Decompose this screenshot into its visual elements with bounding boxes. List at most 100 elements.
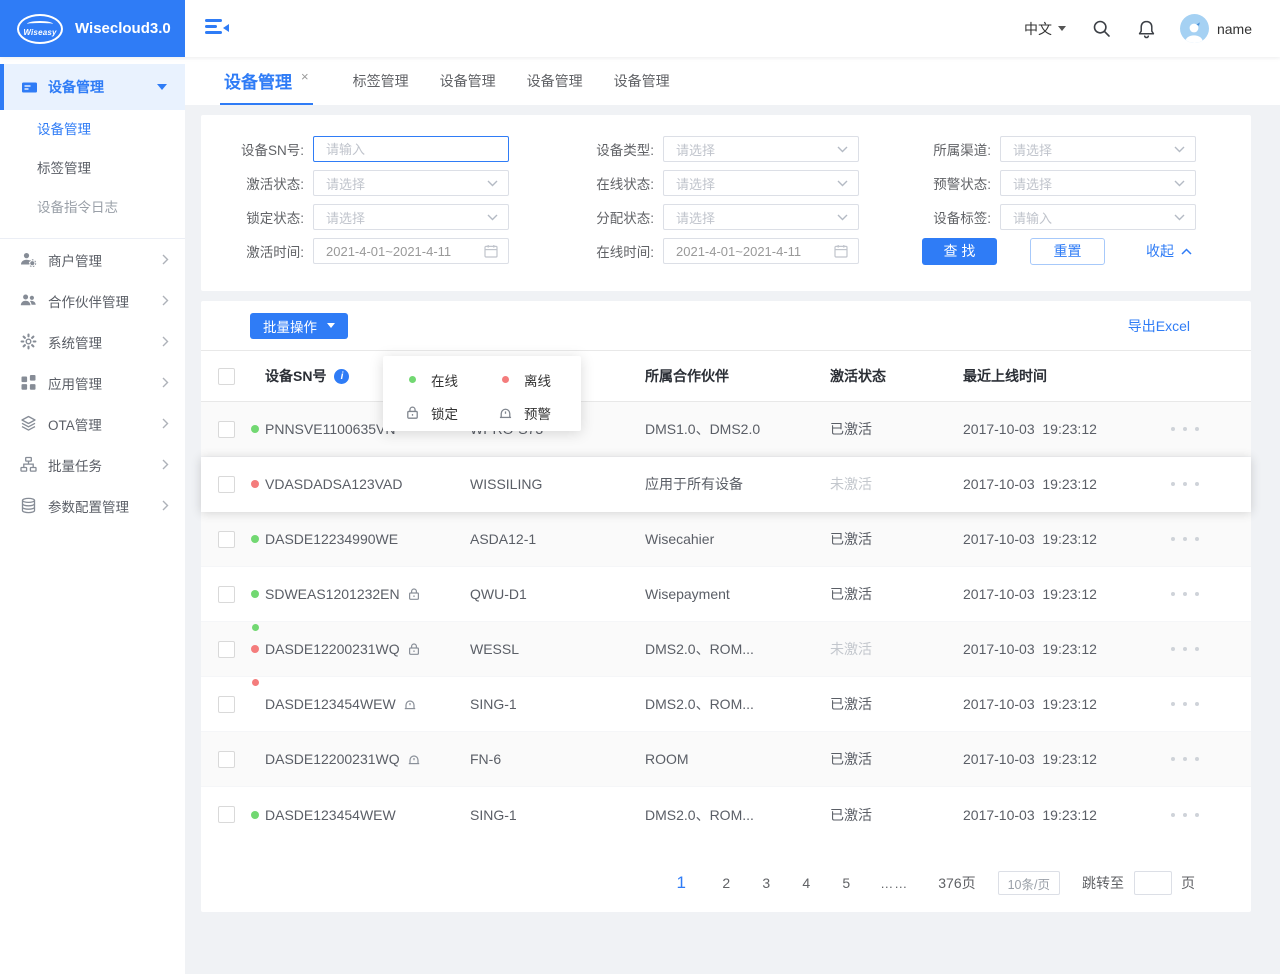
wiseasy-logo: Wiseasy — [17, 13, 63, 44]
filter-label-activation: 激活状态: — [246, 177, 304, 192]
sidebar-group-merchant[interactable]: 商户管理 — [0, 239, 185, 280]
tab-device-management-active[interactable]: 设备管理 × — [220, 57, 313, 105]
model-value: ASDA12-1 — [470, 531, 537, 547]
info-icon[interactable]: i — [334, 368, 350, 384]
activation-select[interactable]: 请选择 — [313, 170, 509, 196]
device-icon — [21, 79, 38, 96]
sidebar-group-ota[interactable]: OTA管理 — [0, 403, 185, 444]
caret-down-icon — [157, 84, 167, 90]
search-icon[interactable] — [1092, 19, 1111, 38]
row-actions-button[interactable] — [1167, 531, 1203, 547]
reset-button[interactable]: 重置 — [1030, 237, 1105, 265]
activation-status: 已激活 — [830, 696, 872, 712]
model-value: SING-1 — [470, 806, 517, 823]
sitemap-icon — [20, 456, 37, 473]
chevron-down-icon — [837, 180, 848, 186]
tab-device-management-4[interactable]: 设备管理 — [613, 73, 670, 89]
row-actions-button[interactable] — [1167, 751, 1203, 767]
offline-dot-icon — [501, 376, 509, 383]
device-table-panel: 批量操作 导出Excel 在线 离线 锁定 预警 — [201, 301, 1251, 912]
row-checkbox[interactable] — [218, 806, 235, 823]
sn-input[interactable] — [326, 141, 498, 157]
model-value: FN-6 — [470, 751, 502, 767]
filter-label-online: 在线状态: — [596, 177, 654, 192]
channel-select[interactable]: 请选择 — [1000, 136, 1196, 162]
lock-status-select[interactable]: 请选择 — [313, 204, 509, 230]
sidebar-group-batch[interactable]: 批量任务 — [0, 444, 185, 485]
search-button[interactable]: 查 找 — [922, 237, 997, 265]
jump-page-input[interactable] — [1134, 871, 1172, 895]
activate-time-range[interactable]: 2021-4-01~2021-4-11 — [313, 238, 509, 264]
bulk-actions-button[interactable]: 批量操作 — [250, 312, 348, 339]
tab-tag-management[interactable]: 标签管理 — [352, 73, 409, 89]
sidebar-group-device-management[interactable]: 设备管理 — [0, 64, 185, 110]
sidebar-item-device-command-log[interactable]: 设备指令日志 — [37, 200, 118, 215]
filter-label-assign: 分配状态: — [596, 211, 654, 226]
chevron-right-icon — [162, 459, 169, 470]
notification-bell-icon[interactable] — [1137, 19, 1156, 39]
sidebar-item-tag-management[interactable]: 标签管理 — [37, 161, 91, 176]
offline-dot — [251, 645, 259, 653]
gear-icon — [20, 333, 37, 350]
tab-device-management-2[interactable]: 设备管理 — [439, 73, 496, 89]
row-actions-button[interactable] — [1167, 586, 1203, 602]
row-checkbox[interactable] — [218, 695, 235, 713]
activation-status: 已激活 — [830, 806, 872, 823]
row-checkbox[interactable] — [218, 420, 235, 438]
partner-value: DMS2.0、ROM... — [645, 641, 754, 657]
row-checkbox[interactable] — [218, 750, 235, 768]
col-header-time: 最近上线时间 — [963, 368, 1047, 384]
online-status-select[interactable]: 请选择 — [663, 170, 859, 196]
lock-icon — [404, 405, 420, 420]
apps-icon — [20, 374, 37, 391]
col-header-sn: 设备SN号 — [265, 368, 327, 384]
sidebar-item-device-management[interactable]: 设备管理 — [37, 122, 91, 137]
chevron-right-icon — [162, 295, 169, 306]
page-1[interactable]: 1 — [676, 873, 686, 892]
chevron-right-icon — [162, 500, 169, 511]
page-3[interactable]: 3 — [762, 875, 771, 891]
collapse-filters-link[interactable]: 收起 — [1146, 241, 1192, 261]
select-all-checkbox[interactable] — [218, 367, 235, 385]
table-row: VDASDADSA123VAD WISSILING 应用于所有设备 未激活 20… — [201, 457, 1251, 512]
row-actions-button[interactable] — [1167, 421, 1203, 437]
sidebar-group-partner[interactable]: 合作伙伴管理 — [0, 280, 185, 321]
last-online-time: 2017-10-03 19:23:12 — [963, 806, 1097, 823]
device-tag-select[interactable]: 请输入 — [1000, 204, 1196, 230]
assign-status-select[interactable]: 请选择 — [663, 204, 859, 230]
page-4[interactable]: 4 — [802, 875, 811, 891]
filter-label-activate-time: 激活时间: — [246, 245, 304, 260]
table-header-row: 设备SN号 i 所属合作伙伴 激活状态 最近上线时间 — [201, 351, 1251, 402]
export-excel-link[interactable]: 导出Excel — [1127, 317, 1190, 334]
calendar-icon — [484, 245, 498, 258]
alarm-icon — [408, 755, 419, 765]
sidebar-group-system[interactable]: 系统管理 — [0, 321, 185, 362]
warning-status-select[interactable]: 请选择 — [1000, 170, 1196, 196]
activation-status: 已激活 — [830, 586, 872, 602]
avatar[interactable] — [1179, 14, 1209, 43]
row-actions-button[interactable] — [1167, 641, 1203, 657]
filter-label-online-time: 在线时间: — [596, 245, 654, 260]
page-5[interactable]: 5 — [842, 875, 851, 891]
row-checkbox[interactable] — [218, 475, 235, 493]
row-checkbox[interactable] — [218, 585, 235, 603]
close-icon[interactable]: × — [301, 68, 309, 84]
row-checkbox[interactable] — [218, 530, 235, 548]
language-label: 中文 — [1023, 20, 1052, 37]
sidebar-group-params[interactable]: 参数配置管理 — [0, 485, 185, 526]
table-toolbar: 批量操作 导出Excel — [201, 301, 1251, 351]
language-selector[interactable]: 中文 — [1024, 19, 1066, 39]
row-actions-button[interactable] — [1167, 807, 1203, 823]
sn-value: DASDE123454WEW — [265, 806, 396, 823]
page-2[interactable]: 2 — [722, 875, 731, 891]
tab-device-management-3[interactable]: 设备管理 — [526, 73, 583, 89]
row-actions-button[interactable] — [1167, 476, 1203, 492]
last-online-time: 2017-10-03 19:23:12 — [963, 696, 1097, 712]
sidebar-collapse-icon[interactable] — [205, 19, 229, 37]
row-checkbox[interactable] — [218, 640, 235, 658]
row-actions-button[interactable] — [1167, 696, 1203, 712]
sidebar-group-app[interactable]: 应用管理 — [0, 362, 185, 403]
page-size-select[interactable]: 10条/页 — [997, 871, 1060, 895]
online-time-range[interactable]: 2021-4-01~2021-4-11 — [663, 238, 859, 264]
device-type-select[interactable]: 请选择 — [663, 136, 859, 162]
